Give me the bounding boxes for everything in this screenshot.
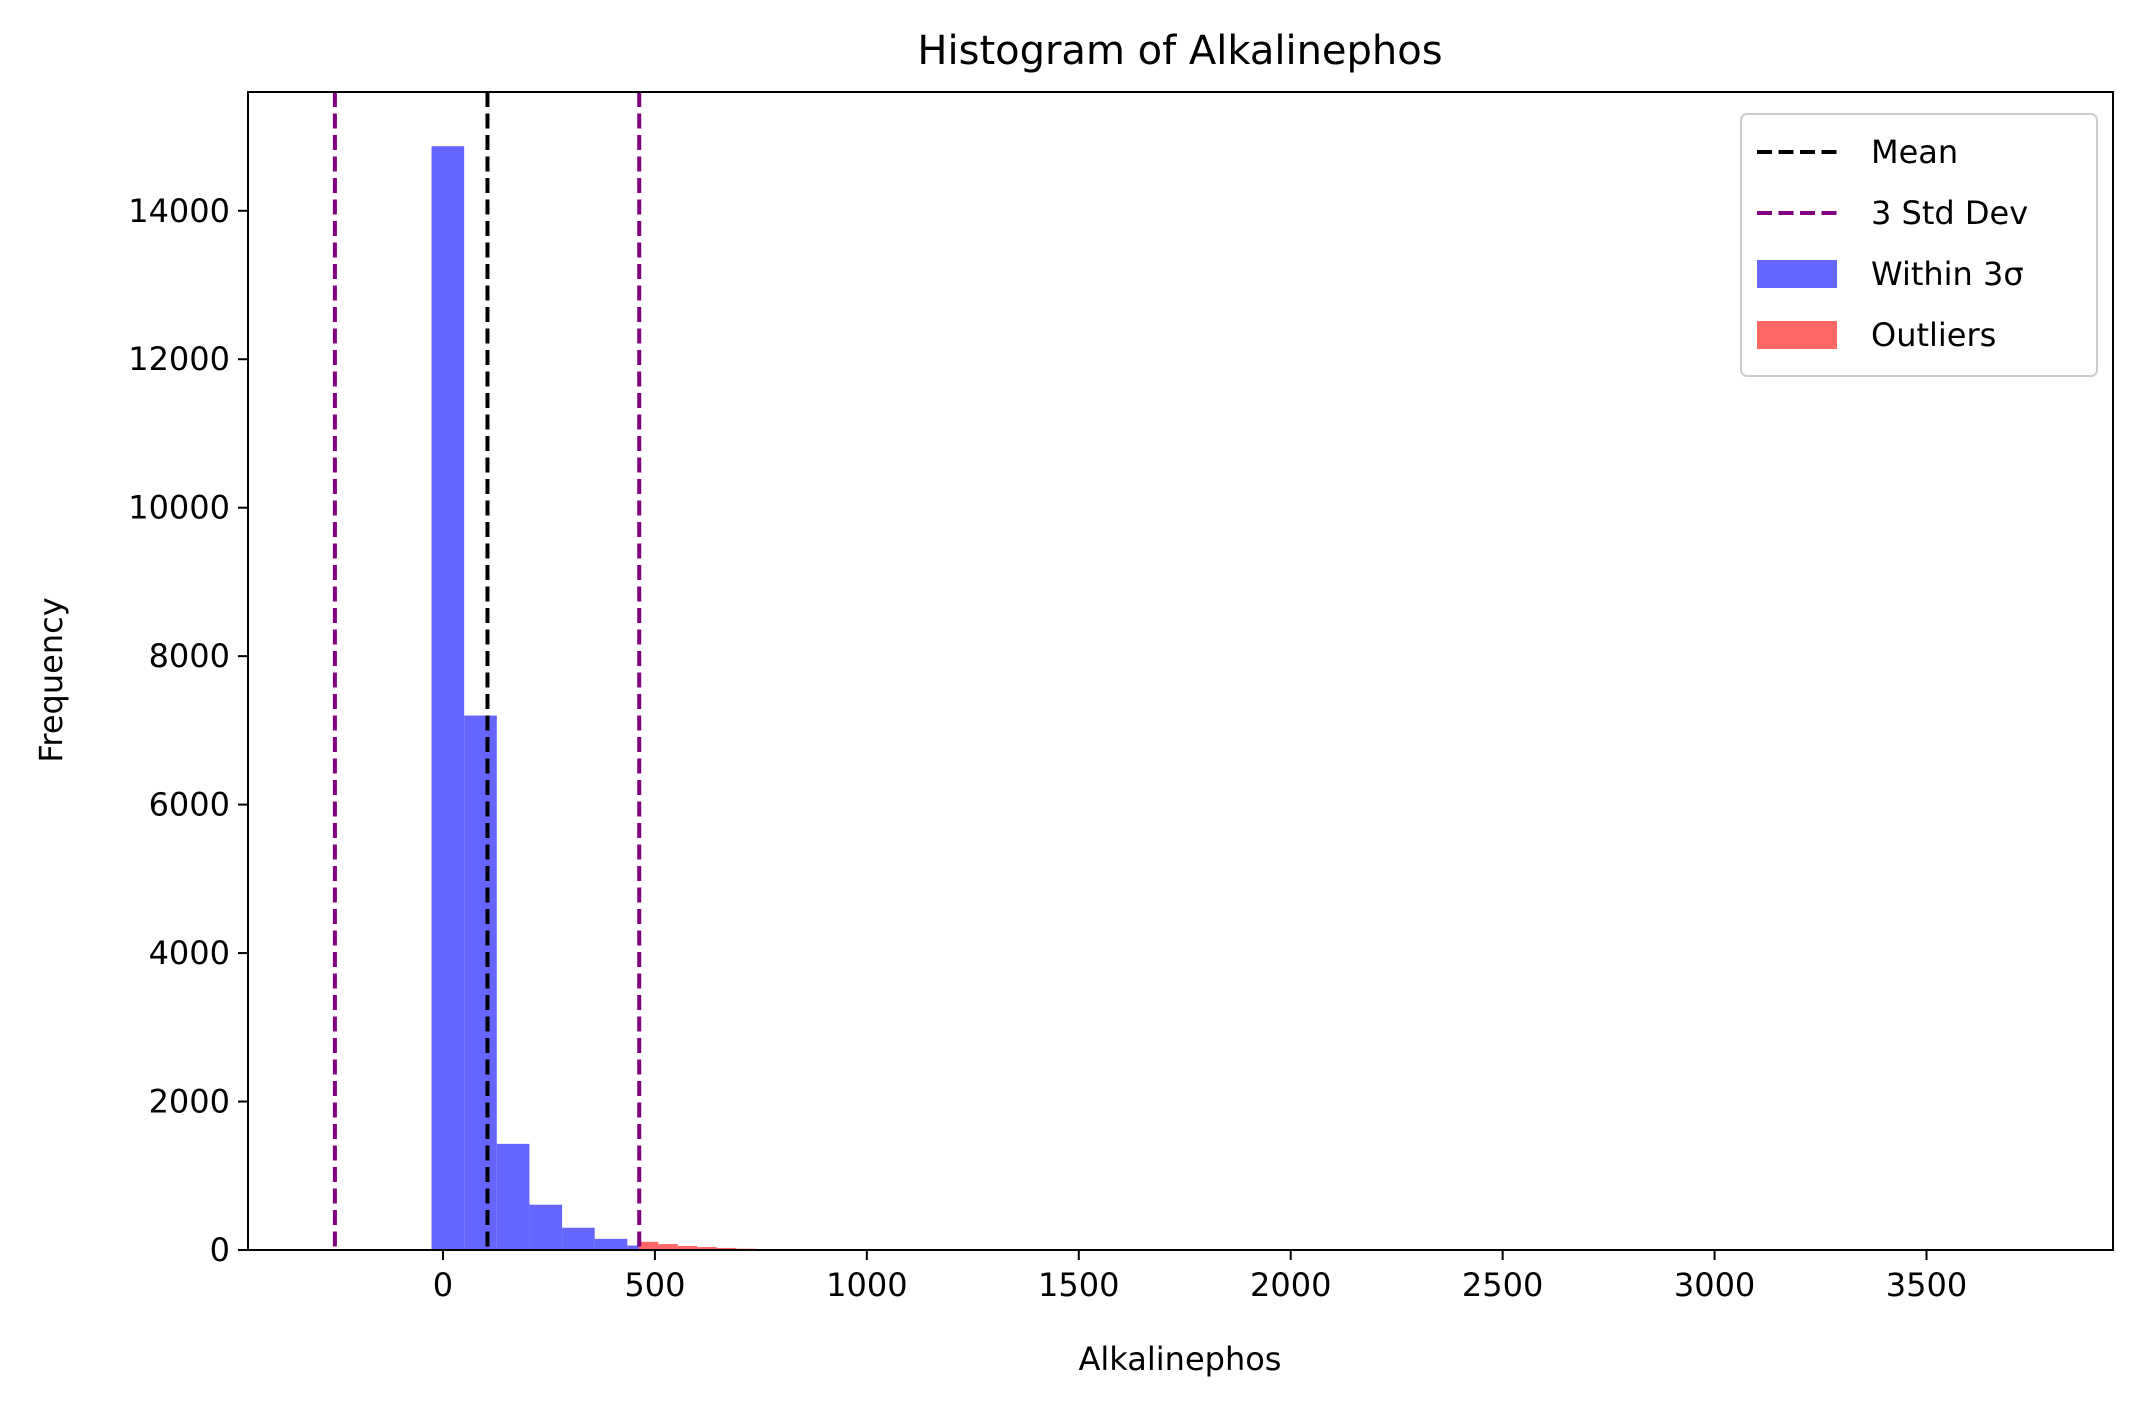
y-tick-label: 0 xyxy=(210,1231,230,1269)
bars-group xyxy=(431,146,815,1250)
histogram-bar xyxy=(496,1143,530,1250)
legend-label: 3 Std Dev xyxy=(1871,194,2028,232)
x-tick-label: 1500 xyxy=(1038,1266,1119,1304)
y-tick-label: 8000 xyxy=(149,637,230,675)
histogram-bar xyxy=(697,1247,717,1250)
histogram-bar xyxy=(529,1204,563,1250)
x-tick-label: 0 xyxy=(433,1266,453,1304)
histogram-bar xyxy=(658,1244,678,1250)
legend-label: Outliers xyxy=(1871,316,1996,354)
y-tick-label: 2000 xyxy=(149,1083,230,1121)
y-tick-label: 14000 xyxy=(128,192,230,230)
x-axis-title: Alkalinephos xyxy=(1079,1340,1282,1378)
x-axis: 0 500 1000 1500 2000 2500 3000 3500 xyxy=(433,1250,1967,1304)
legend-patch-swatch xyxy=(1757,260,1837,288)
histogram-bar xyxy=(594,1238,628,1250)
legend-patch-swatch xyxy=(1757,321,1837,349)
histogram-bar xyxy=(638,1241,659,1250)
chart-title: Histogram of Alkalinephos xyxy=(917,28,1442,74)
legend-label: Within 3σ xyxy=(1871,255,2024,293)
legend-box xyxy=(1740,113,2098,377)
y-tick-label: 12000 xyxy=(128,340,230,378)
x-tick-label: 1000 xyxy=(826,1266,907,1304)
histogram-bar xyxy=(431,146,465,1250)
plot-frame xyxy=(247,91,2114,1251)
y-axis: 0 2000 4000 6000 8000 10000 12000 14000 xyxy=(128,192,248,1269)
y-tick-label: 10000 xyxy=(128,489,230,527)
legend-label: Mean xyxy=(1871,133,1958,171)
histogram-bar xyxy=(464,715,497,1250)
y-tick-label: 4000 xyxy=(149,934,230,972)
histogram-bar xyxy=(677,1245,698,1250)
histogram-bar xyxy=(562,1227,595,1250)
x-tick-label: 3500 xyxy=(1886,1266,1967,1304)
x-tick-label: 3000 xyxy=(1674,1266,1755,1304)
x-tick-label: 2000 xyxy=(1250,1266,1331,1304)
x-tick-label: 500 xyxy=(624,1266,685,1304)
histogram-bar xyxy=(716,1247,737,1250)
x-tick-label: 2500 xyxy=(1462,1266,1543,1304)
legend: Mean 3 Std Dev Within 3σ Outliers xyxy=(1740,113,2098,377)
y-axis-title: Frequency xyxy=(32,597,70,762)
y-tick-label: 6000 xyxy=(149,786,230,824)
